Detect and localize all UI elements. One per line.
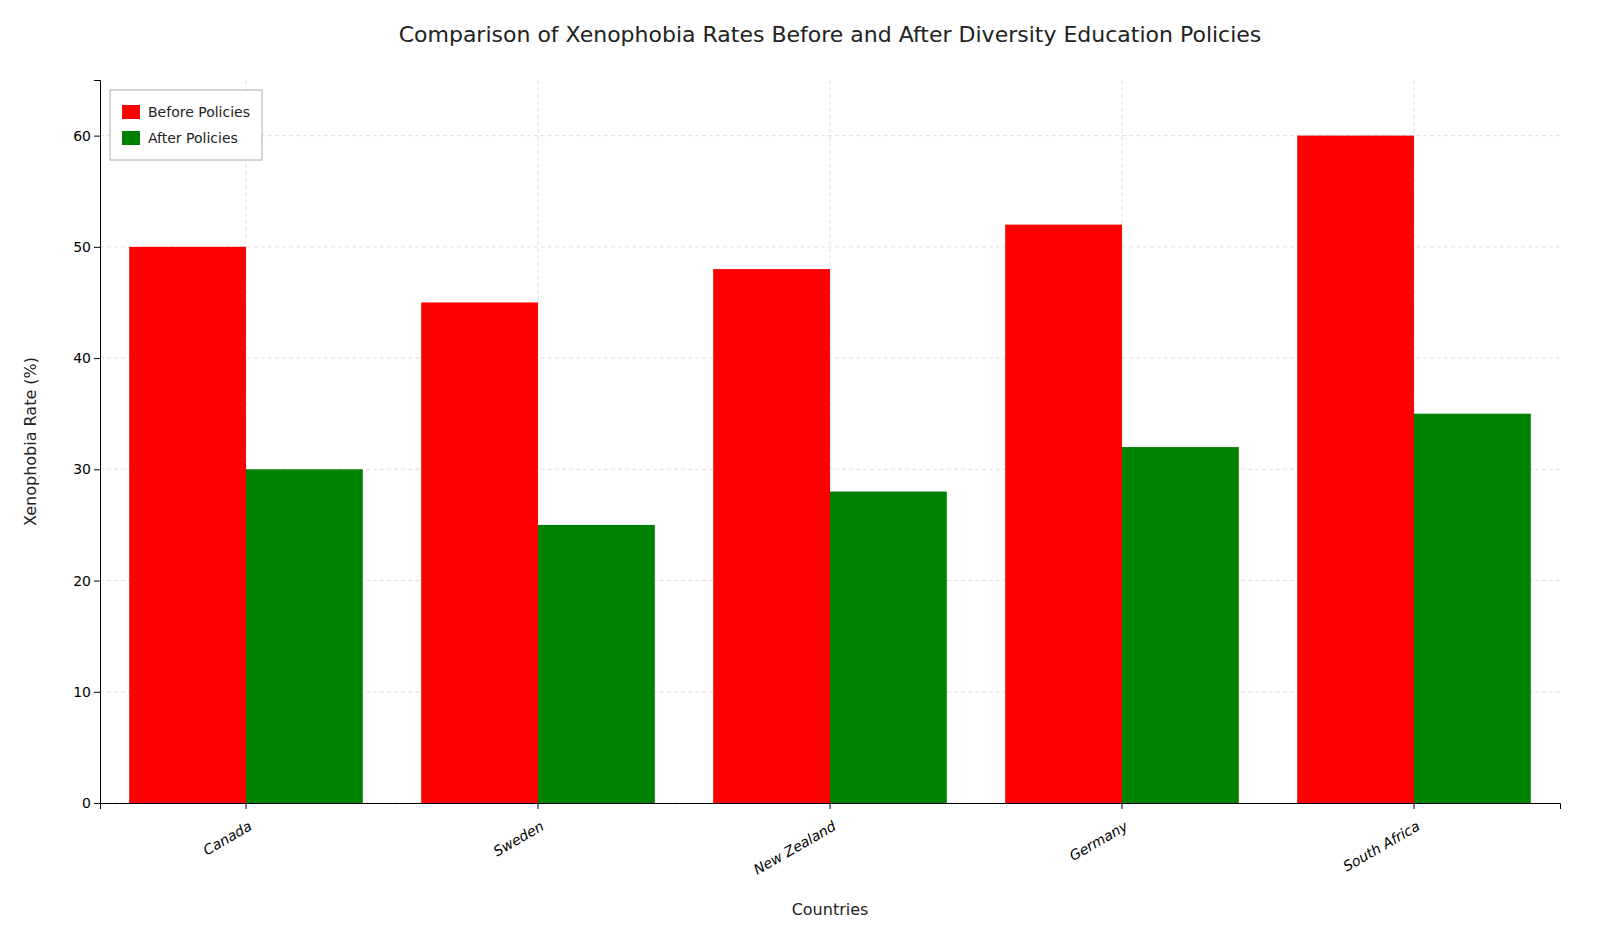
bar-series xyxy=(246,414,1531,803)
tick-label: New Zealand xyxy=(751,818,839,878)
bars xyxy=(129,136,1531,803)
tick-label: Germany xyxy=(1067,817,1132,864)
bar xyxy=(421,302,538,803)
tick: 0 xyxy=(82,795,100,811)
tick-label: South Africa xyxy=(1340,818,1422,875)
bar xyxy=(1005,225,1122,803)
bar xyxy=(246,469,363,803)
bar xyxy=(1122,447,1239,803)
tick: Germany xyxy=(1067,803,1132,864)
tick-mark xyxy=(94,136,100,137)
tick-label: 40 xyxy=(73,350,91,366)
tick-mark xyxy=(538,803,539,809)
tick-mark xyxy=(94,358,100,359)
bar xyxy=(538,525,655,803)
tick-mark xyxy=(830,803,831,809)
legend-swatch xyxy=(122,105,140,119)
tick: New Zealand xyxy=(751,803,839,878)
grid xyxy=(100,80,1560,803)
tick: Sweden xyxy=(491,803,547,859)
bar xyxy=(830,492,947,803)
axis-line xyxy=(94,81,101,804)
y-axis-title: Xenophobia Rate (%) xyxy=(21,357,40,526)
tick-mark xyxy=(94,469,100,470)
tick: 50 xyxy=(73,239,100,255)
title: Comparison of Xenophobia Rates Before an… xyxy=(399,22,1262,47)
bar-series xyxy=(129,136,1414,803)
bar xyxy=(713,269,830,803)
chart: 0 10 20 30 40 50 60 Canada Sweden New Zealand Germ… xyxy=(0,0,1600,943)
tick: 30 xyxy=(73,461,100,477)
x-axis-title: Countries xyxy=(792,900,869,919)
tick-mark xyxy=(94,692,100,693)
legend: Before Policies After Policies xyxy=(110,90,262,160)
tick: Canada xyxy=(200,803,254,858)
bar xyxy=(1297,136,1414,803)
tick-mark xyxy=(94,803,100,804)
legend-box xyxy=(110,90,262,160)
tick: 10 xyxy=(73,684,100,700)
axis-line xyxy=(101,804,1561,810)
tick-label: 60 xyxy=(73,128,91,144)
bar xyxy=(1414,414,1531,803)
legend-label: Before Policies xyxy=(148,104,250,120)
legend-label: After Policies xyxy=(148,130,238,146)
tick-mark xyxy=(246,803,247,809)
tick-mark xyxy=(1122,803,1123,809)
tick: 60 xyxy=(73,128,100,144)
legend-swatch xyxy=(122,131,140,145)
tick-label: 50 xyxy=(73,239,91,255)
tick: 20 xyxy=(73,573,100,589)
legend-item: Before Policies xyxy=(122,104,250,120)
tick-mark xyxy=(94,581,100,582)
tick-label: 30 xyxy=(73,461,91,477)
tick-label: Sweden xyxy=(491,818,547,860)
tick-mark xyxy=(94,247,100,248)
plot: 0 10 20 30 40 50 60 Canada Sweden New Zealand Germ… xyxy=(73,80,1560,878)
tick-label: 10 xyxy=(73,684,91,700)
y-axis: 0 10 20 30 40 50 60 xyxy=(73,81,100,811)
tick: 40 xyxy=(73,350,100,366)
tick-label: Canada xyxy=(200,818,254,858)
bar xyxy=(129,247,246,803)
tick-label: 20 xyxy=(73,573,91,589)
tick-label: 0 xyxy=(82,795,91,811)
legend-item: After Policies xyxy=(122,130,238,146)
x-axis: Canada Sweden New Zealand Germany South Afri… xyxy=(101,803,1561,878)
tick-mark xyxy=(1414,803,1415,809)
tick: South Africa xyxy=(1340,803,1422,874)
